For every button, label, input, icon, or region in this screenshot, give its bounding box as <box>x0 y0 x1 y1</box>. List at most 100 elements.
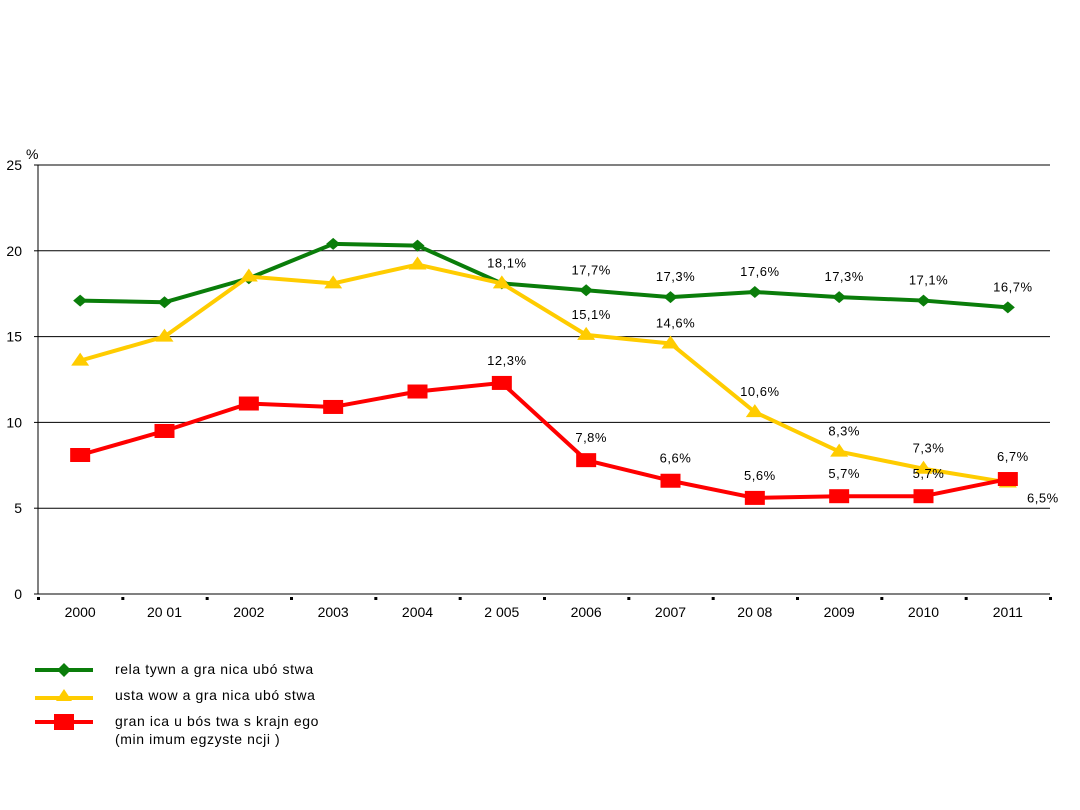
legend-swatch-red-square <box>35 714 93 730</box>
x-tick-label: 2004 <box>402 604 433 620</box>
legend-label-line1: gran ica u bós twa s krajn ego <box>115 713 319 729</box>
x-tick-label: 2003 <box>318 604 349 620</box>
x-tick-mark <box>543 597 546 600</box>
data-point-diamond <box>832 291 847 304</box>
data-point-triangle <box>239 268 258 282</box>
data-point-diamond <box>1000 301 1015 314</box>
x-tick-mark <box>880 597 884 600</box>
x-tick-mark <box>458 597 462 600</box>
legend-swatch-yellow-triangle <box>35 689 93 701</box>
x-tick-mark <box>964 597 968 600</box>
data-label: 15,1% <box>571 307 610 322</box>
legend: rela tywn a gra nica ubó stwa usta wow a… <box>35 660 319 752</box>
data-point-triangle <box>492 275 511 289</box>
y-tick-label: 5 <box>14 500 22 516</box>
series-group <box>70 237 1018 505</box>
data-point-diamond <box>747 285 762 298</box>
data-label: 16,7% <box>993 279 1032 294</box>
data-label: 8,3% <box>828 424 860 439</box>
data-point-triangle <box>408 256 427 270</box>
data-point-diamond <box>579 284 594 297</box>
legend-item-extreme-poverty: gran ica u bós twa s krajn ego (min imum… <box>35 712 319 752</box>
data-label: 5,7% <box>828 466 860 481</box>
x-tick-mark <box>711 597 715 600</box>
square-marker-icon <box>54 714 74 730</box>
y-tick-labels: 0 5 10 15 20 25 <box>6 157 22 602</box>
x-tick-mark <box>205 597 209 600</box>
data-point-diamond <box>916 294 931 307</box>
data-point-diamond <box>157 296 172 309</box>
data-point-square <box>576 453 597 468</box>
x-tick-label: 2011 <box>993 604 1023 620</box>
x-tick-mark <box>290 597 293 600</box>
data-point-square <box>70 448 91 463</box>
x-tick-label: 2000 <box>65 604 96 620</box>
legend-label-line2: (min imum egzyste ncji ) <box>115 731 281 747</box>
data-point-diamond <box>73 294 88 307</box>
x-tick-label: 20 01 <box>147 604 182 620</box>
data-point-triangle <box>830 443 849 457</box>
y-tick-label: 25 <box>6 157 22 173</box>
triangle-marker-icon <box>56 689 72 701</box>
data-point-triangle <box>577 326 596 340</box>
x-tick-mark <box>374 597 378 600</box>
series-line-triangle <box>79 262 1009 485</box>
series-line-square <box>79 380 1009 500</box>
data-point-square <box>323 399 344 414</box>
legend-label: rela tywn a gra nica ubó stwa <box>115 661 314 677</box>
data-point-square <box>660 473 681 488</box>
data-point-square <box>829 489 850 504</box>
data-label: 10,6% <box>740 384 779 399</box>
x-tick-label: 2006 <box>571 604 602 620</box>
data-point-square <box>154 423 175 438</box>
data-label: 17,7% <box>571 262 610 277</box>
data-point-triangle <box>745 404 764 418</box>
data-label: 17,3% <box>656 269 695 284</box>
x-tick-mark <box>627 597 631 600</box>
data-point-square <box>238 396 259 411</box>
data-label: 6,5% <box>1027 490 1059 505</box>
data-point-triangle <box>914 460 933 474</box>
data-labels: 18,1% 17,7% 17,3% 17,6% 17,3% 17,1% 16,7% 15,1%… <box>487 255 1059 505</box>
x-tick-label: 2002 <box>233 604 264 620</box>
x-tick-label: 2009 <box>824 604 855 620</box>
data-point-square <box>491 375 512 390</box>
legend-label: usta wow a gra nica ubó stwa <box>115 687 316 703</box>
x-tick-label: 2007 <box>655 604 686 620</box>
y-tick-label: 15 <box>6 329 22 345</box>
data-point-square <box>997 472 1018 487</box>
data-label: 6,7% <box>997 449 1029 464</box>
data-label: 17,6% <box>740 264 779 279</box>
data-point-triangle <box>324 275 343 289</box>
data-point-diamond <box>326 237 341 250</box>
data-label: 14,6% <box>656 315 695 330</box>
data-point-triangle <box>155 328 174 342</box>
data-point-diamond <box>410 239 425 252</box>
x-tick-mark <box>796 597 799 600</box>
y-tick-label: 10 <box>6 414 22 430</box>
data-point-square <box>744 490 765 505</box>
y-tick-label: 0 <box>14 586 22 602</box>
data-label: 6,6% <box>660 451 692 466</box>
diamond-marker-icon <box>57 663 71 677</box>
data-point-triangle <box>71 352 90 366</box>
data-label: 7,3% <box>913 441 945 456</box>
y-tick-label: 20 <box>6 243 22 259</box>
x-tick-mark <box>1049 597 1052 600</box>
data-label: 17,3% <box>824 269 863 284</box>
legend-item-relative-poverty: rela tywn a gra nica ubó stwa <box>35 660 319 686</box>
y-axis-label: % <box>26 146 38 162</box>
data-label: 17,1% <box>909 273 948 288</box>
axes <box>34 164 1052 600</box>
data-label: 12,3% <box>487 353 526 368</box>
x-tick-label: 2 005 <box>484 604 519 620</box>
legend-swatch-green-diamond <box>35 663 93 677</box>
data-point-square <box>407 384 428 399</box>
data-label: 7,8% <box>575 430 607 445</box>
data-label: 5,6% <box>744 468 776 483</box>
x-tick-label: 20 08 <box>737 604 772 620</box>
legend-item-statutory-poverty: usta wow a gra nica ubó stwa <box>35 686 319 712</box>
x-tick-mark <box>121 597 125 600</box>
data-label: 18,1% <box>487 255 526 270</box>
gridlines <box>38 164 1050 509</box>
